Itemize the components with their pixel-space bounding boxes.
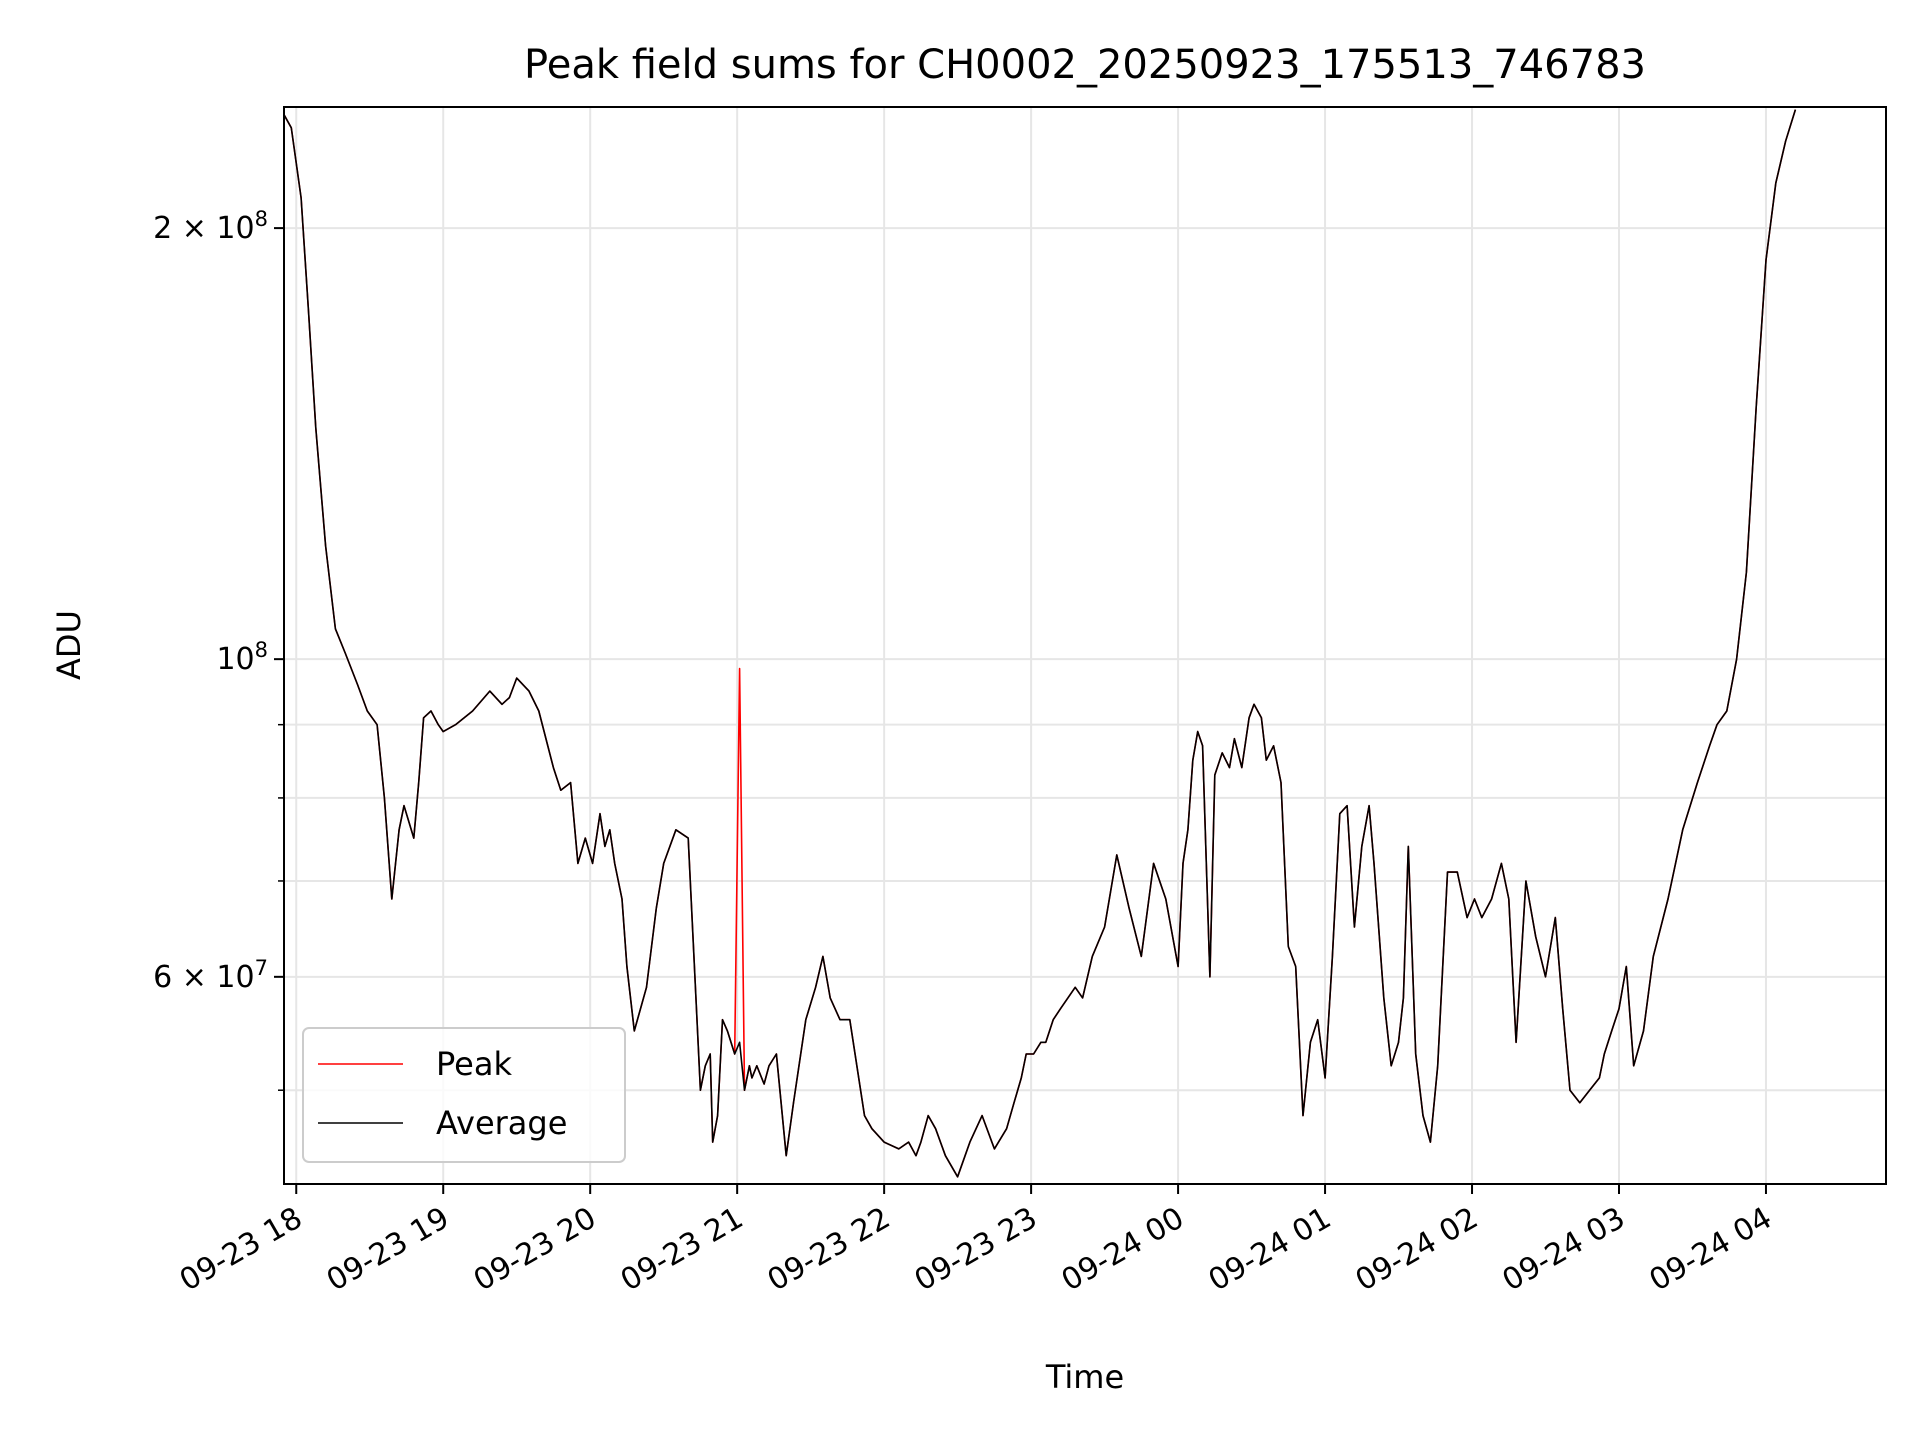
legend-box [302, 1027, 626, 1163]
y-axis-label: ADU [50, 610, 88, 680]
grid [284, 107, 1886, 1184]
y-tick-label: 2 × 108 [153, 207, 268, 246]
chart-title: Peak field sums for CH0002_20250923_1755… [524, 42, 1646, 88]
series-layer [283, 109, 1797, 1178]
x-axis-label: Time [1045, 1358, 1124, 1396]
plot-frame [283, 106, 1887, 1185]
y-tick-label: 6 × 107 [153, 956, 268, 995]
series-line-average [283, 109, 1797, 1178]
legend-label-peak: Peak [436, 1045, 512, 1083]
legend-label-average: Average [436, 1104, 567, 1142]
y-tick-label: 108 [216, 638, 268, 677]
legend: Peak Average [302, 1027, 626, 1163]
